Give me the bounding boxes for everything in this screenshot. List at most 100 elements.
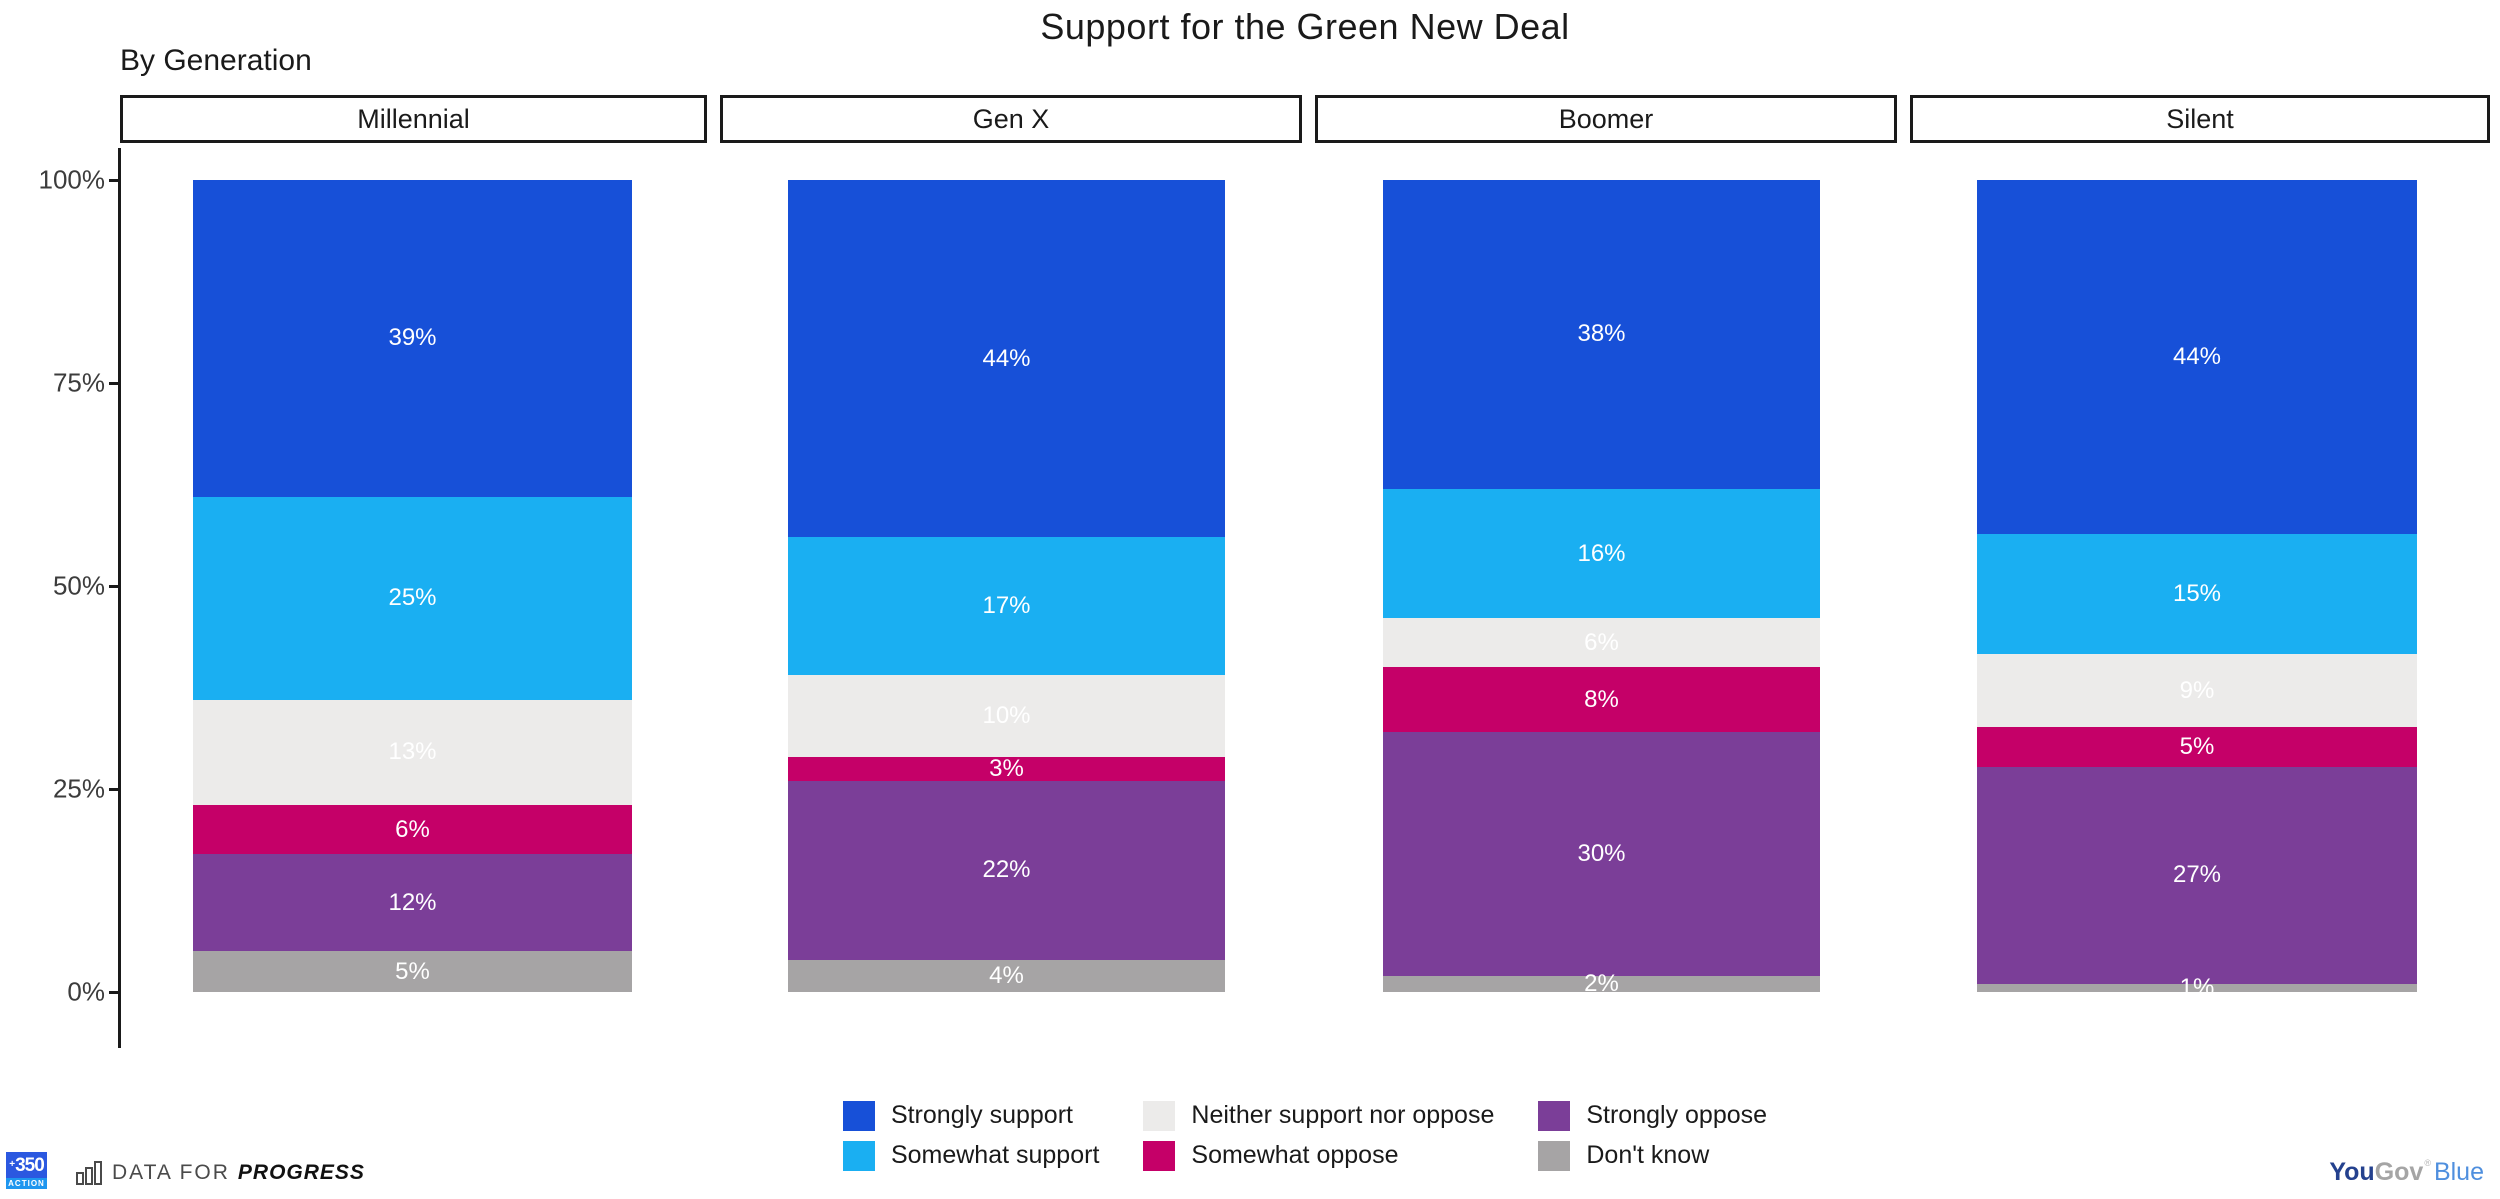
yougov-blue-logo: You Gov ® Blue: [2329, 1158, 2484, 1190]
legend-item: Strongly oppose: [1538, 1100, 1767, 1131]
dfp-prefix-text: DATA FOR: [112, 1161, 230, 1184]
bar-segment: 2%: [1383, 971, 1820, 995]
legend-swatch: [842, 1100, 875, 1131]
y-tick-label: 50%: [52, 570, 105, 601]
bar-segment: 17%: [788, 537, 1225, 676]
legend-item: Somewhat oppose: [1143, 1140, 1494, 1171]
legend-column: Neither support nor oppose Somewhat oppos…: [1143, 1100, 1494, 1171]
chart-subtitle: By Generation: [120, 44, 312, 77]
bar-segment: 25%: [193, 496, 632, 700]
legend-item: Don't know: [1538, 1140, 1767, 1171]
legend-label: Neither support nor oppose: [1191, 1101, 1495, 1129]
segment-value-label: 6%: [395, 815, 430, 843]
legend-swatch: [842, 1140, 875, 1171]
segment-value-label: 27%: [2172, 861, 2222, 889]
bar-segment: 12%: [193, 853, 632, 952]
y-tick-mark: [109, 585, 118, 588]
legend-label: Somewhat support: [890, 1141, 1100, 1169]
bar-segment: 30%: [1383, 732, 1820, 976]
facet-header-gen-x: Gen X: [720, 95, 1302, 143]
y-tick-mark: [109, 382, 118, 385]
segment-value-label: 5%: [395, 957, 430, 985]
y-tick-label: 100%: [38, 164, 106, 195]
segment-value-label: 13%: [388, 738, 437, 766]
segment-value-label: 15%: [2172, 580, 2222, 608]
bar-segment: 1%: [1977, 975, 2417, 999]
bar-segment: 3%: [788, 754, 1225, 782]
segment-value-label: 44%: [2172, 342, 2222, 370]
legend-swatch: [1143, 1100, 1176, 1131]
data-for-progress-logo: DATA FOR PROGRESS: [76, 1158, 365, 1188]
segment-value-label: 22%: [982, 856, 1031, 884]
bar-segment: 16%: [1383, 488, 1820, 619]
segment-value-label: 12%: [388, 888, 437, 916]
bar-segment: 13%: [193, 699, 632, 806]
segment-value-label: 44%: [982, 344, 1031, 372]
logo-350-action: +350 ACTION: [6, 1152, 47, 1189]
facet-header-boomer: Boomer: [1315, 95, 1897, 143]
yougov-blue-text: Blue: [2433, 1158, 2484, 1186]
bar-segment: 44%: [788, 180, 1225, 538]
yougov-you-text: You: [2329, 1158, 2375, 1186]
segment-value-label: 39%: [388, 324, 437, 352]
segment-value-label: 17%: [982, 592, 1031, 620]
bar-segment: 44%: [1977, 180, 2417, 534]
segment-value-label: 16%: [1577, 539, 1626, 567]
y-tick-label: 0%: [67, 976, 105, 1007]
legend-item: Neither support nor oppose: [1143, 1100, 1494, 1131]
logo-350-sub: ACTION: [6, 1178, 47, 1189]
legend-label: Somewhat oppose: [1191, 1141, 1399, 1169]
y-tick-mark: [109, 179, 118, 182]
segment-value-label: 30%: [1577, 839, 1626, 867]
segment-value-label: 9%: [2179, 676, 2215, 704]
bar-segment: 6%: [1383, 618, 1820, 668]
segment-value-label: 1%: [2179, 973, 2215, 1001]
bar-segment: 4%: [788, 959, 1225, 992]
segment-value-label: 6%: [1584, 628, 1619, 656]
bar-segment: 9%: [1977, 654, 2417, 727]
yougov-gov-text: Gov: [2374, 1158, 2424, 1186]
bar-segment: 39%: [193, 180, 632, 497]
legend-item: Somewhat support: [842, 1140, 1100, 1171]
legend-swatch: [1538, 1100, 1571, 1131]
chart-title: Support for the Green New Deal: [1040, 6, 1570, 47]
y-axis-line: [118, 148, 121, 1048]
plus-icon: +: [9, 1159, 15, 1170]
segment-value-label: 2%: [1584, 969, 1619, 997]
legend-label: Strongly support: [890, 1101, 1073, 1129]
bar-segment: 15%: [1977, 533, 2417, 655]
segment-value-label: 38%: [1577, 320, 1626, 348]
y-tick-label: 75%: [52, 367, 105, 398]
facet-header-millennial: Millennial: [120, 95, 707, 143]
legend-item: Strongly support: [842, 1100, 1099, 1131]
legend-label: Strongly oppose: [1586, 1101, 1768, 1129]
segment-value-label: 5%: [2179, 732, 2215, 760]
legend-swatch: [1143, 1140, 1176, 1171]
legend-label: Don't know: [1586, 1141, 1710, 1169]
bar-chart-icon: [76, 1161, 102, 1185]
segment-value-label: 4%: [989, 961, 1024, 989]
y-tick-label: 25%: [52, 773, 105, 804]
chart-legend: Strongly support Somewhat support Neither …: [120, 1100, 2490, 1171]
bar-segment: 22%: [788, 780, 1225, 960]
legend-column: Strongly oppose Don't know: [1538, 1100, 1767, 1171]
segment-value-label: 3%: [989, 754, 1024, 782]
segment-value-label: 10%: [982, 701, 1031, 729]
segment-value-label: 8%: [1584, 685, 1619, 713]
segment-value-label: 25%: [388, 584, 437, 612]
bar-segment: 5%: [1977, 726, 2417, 767]
legend-swatch: [1538, 1140, 1571, 1171]
bar-segment: 5%: [193, 951, 632, 992]
registered-mark-icon: ®: [2424, 1158, 2431, 1168]
y-tick-mark: [109, 788, 118, 791]
bar-segment: 38%: [1383, 180, 1820, 489]
dfp-suffix-text: PROGRESS: [237, 1161, 365, 1184]
bar-segment: 27%: [1977, 766, 2417, 984]
bar-segment: 6%: [193, 805, 632, 854]
facet-header-silent: Silent: [1910, 95, 2490, 143]
logo-350-number: +350: [6, 1152, 47, 1178]
bar-segment: 8%: [1383, 667, 1820, 733]
legend-column: Strongly support Somewhat support: [842, 1100, 1100, 1171]
y-tick-mark: [109, 991, 118, 994]
